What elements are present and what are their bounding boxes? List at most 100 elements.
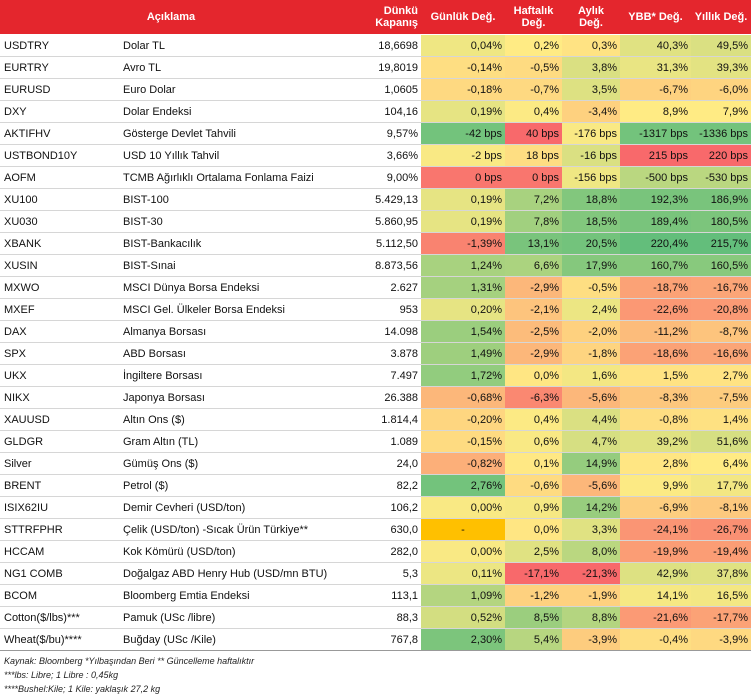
ticker-cell: XU100 [0,188,120,211]
monthly-change-cell: -1,9% [562,584,620,607]
description-cell: Pamuk (USc /libre) [120,606,342,629]
close-value-cell: 282,0 [342,540,421,563]
ytd-change-cell: -24,1% [620,518,691,541]
weekly-change-cell: 18 bps [505,144,562,167]
description-cell: Dolar TL [120,34,342,57]
yearly-change-cell: 39,3% [691,56,751,79]
header-weekly-line2: Değ. [521,17,546,29]
description-cell: BIST-Bankacılık [120,232,342,255]
monthly-change-cell: 18,8% [562,188,620,211]
weekly-change-cell: 5,4% [505,628,562,651]
daily-change-cell: - [421,518,505,541]
yearly-change-cell: -16,6% [691,342,751,365]
weekly-change-cell: -17,1% [505,562,562,585]
monthly-change-cell: -5,6% [562,474,620,497]
ytd-change-cell: -19,9% [620,540,691,563]
description-cell: Kok Kömürü (USD/ton) [120,540,342,563]
weekly-change-cell: -0,5% [505,56,562,79]
close-value-cell: 630,0 [342,518,421,541]
weekly-change-cell: 0,6% [505,430,562,453]
monthly-change-cell: 1,6% [562,364,620,387]
ticker-cell: AKTIFHV [0,122,120,145]
table-row: XU030 BIST-30 5.860,95 0,19% 7,8% 18,5% 189,4%… [0,210,751,233]
ytd-change-cell: 160,7% [620,254,691,277]
ticker-cell: Wheat($/bu)**** [0,628,120,651]
header-description: Açıklama [0,0,342,35]
ticker-cell: ISIX62IU [0,496,120,519]
daily-change-cell: 1,72% [421,364,505,387]
table-row: NIKX Japonya Borsası 26.388 -0,68% -6,3% -5,6… [0,386,751,409]
monthly-change-cell: 3,5% [562,78,620,101]
ytd-change-cell: 215 bps [620,144,691,167]
daily-change-cell: -0,82% [421,452,505,475]
monthly-change-cell: -3,9% [562,628,620,651]
ytd-change-cell: -21,6% [620,606,691,629]
header-monthly-line1: Aylık [578,5,604,17]
close-value-cell: 5,3 [342,562,421,585]
table-row: AKTIFHV Gösterge Devlet Tahvili 9,57% -42 b… [0,122,751,145]
ticker-cell: BRENT [0,474,120,497]
weekly-change-cell: -6,3% [505,386,562,409]
monthly-change-cell: 14,9% [562,452,620,475]
description-cell: MSCI Gel. Ülkeler Borsa Endeksi [120,298,342,321]
weekly-change-cell: 40 bps [505,122,562,145]
weekly-change-cell: -2,9% [505,276,562,299]
daily-change-cell: -0,68% [421,386,505,409]
description-cell: Dolar Endeksi [120,100,342,123]
yearly-change-cell: -1336 bps [691,122,751,145]
description-cell: Euro Dolar [120,78,342,101]
yearly-change-cell: -17,7% [691,606,751,629]
daily-change-cell: 2,76% [421,474,505,497]
header-close-line2: Kapanış [375,17,418,29]
yearly-change-cell: 220 bps [691,144,751,167]
table-row: STTRFPHR Çelik (USD/ton) -Sıcak Ürün Türk… [0,518,751,541]
ytd-change-cell: 42,9% [620,562,691,585]
daily-change-cell: 1,49% [421,342,505,365]
yearly-change-cell: 215,7% [691,232,751,255]
table-row: EURTRY Avro TL 19,8019 -0,14% -0,5% 3,8% 31,3%… [0,56,751,79]
ytd-change-cell: 220,4% [620,232,691,255]
table-row: MXWO MSCI Dünya Borsa Endeksi 2.627 1,31% -2… [0,276,751,299]
ytd-change-cell: 40,3% [620,34,691,57]
daily-change-cell: 0,19% [421,100,505,123]
daily-change-cell: 0,52% [421,606,505,629]
weekly-change-cell: 0 bps [505,166,562,189]
description-cell: BIST-Sınai [120,254,342,277]
description-cell: BIST-30 [120,210,342,233]
close-value-cell: 113,1 [342,584,421,607]
close-value-cell: 104,16 [342,100,421,123]
weekly-change-cell: 0,9% [505,496,562,519]
daily-change-cell: 1,09% [421,584,505,607]
ticker-cell: XU030 [0,210,120,233]
daily-change-cell: 0 bps [421,166,505,189]
yearly-change-cell: -19,4% [691,540,751,563]
description-cell: Buğday (USc /Kile) [120,628,342,651]
close-value-cell: 26.388 [342,386,421,409]
monthly-change-cell: 8,0% [562,540,620,563]
yearly-change-cell: 2,7% [691,364,751,387]
monthly-change-cell: -176 bps [562,122,620,145]
description-cell: Çelik (USD/ton) -Sıcak Ürün Türkiye** [120,518,342,541]
table-row: BRENT Petrol ($) 82,2 2,76% -0,6% -5,6% 9,9% 17… [0,474,751,497]
monthly-change-cell: -16 bps [562,144,620,167]
ticker-cell: EURUSD [0,78,120,101]
ytd-change-cell: -18,7% [620,276,691,299]
daily-change-cell: -1,39% [421,232,505,255]
daily-change-cell: 0,19% [421,210,505,233]
monthly-change-cell: 17,9% [562,254,620,277]
weekly-change-cell: -2,9% [505,342,562,365]
close-value-cell: 1,0605 [342,78,421,101]
close-value-cell: 8.873,56 [342,254,421,277]
monthly-change-cell: 2,4% [562,298,620,321]
description-cell: Gram Altın (TL) [120,430,342,453]
ytd-change-cell: 14,1% [620,584,691,607]
close-value-cell: 24,0 [342,452,421,475]
table-row: XU100 BIST-100 5.429,13 0,19% 7,2% 18,8% 192,3… [0,188,751,211]
weekly-change-cell: -0,7% [505,78,562,101]
yearly-change-cell: -8,1% [691,496,751,519]
yearly-change-cell: 17,7% [691,474,751,497]
ytd-change-cell: -6,9% [620,496,691,519]
close-value-cell: 7.497 [342,364,421,387]
table-row: UKX İngiltere Borsası 7.497 1,72% 0,0% 1,6% 1,… [0,364,751,387]
